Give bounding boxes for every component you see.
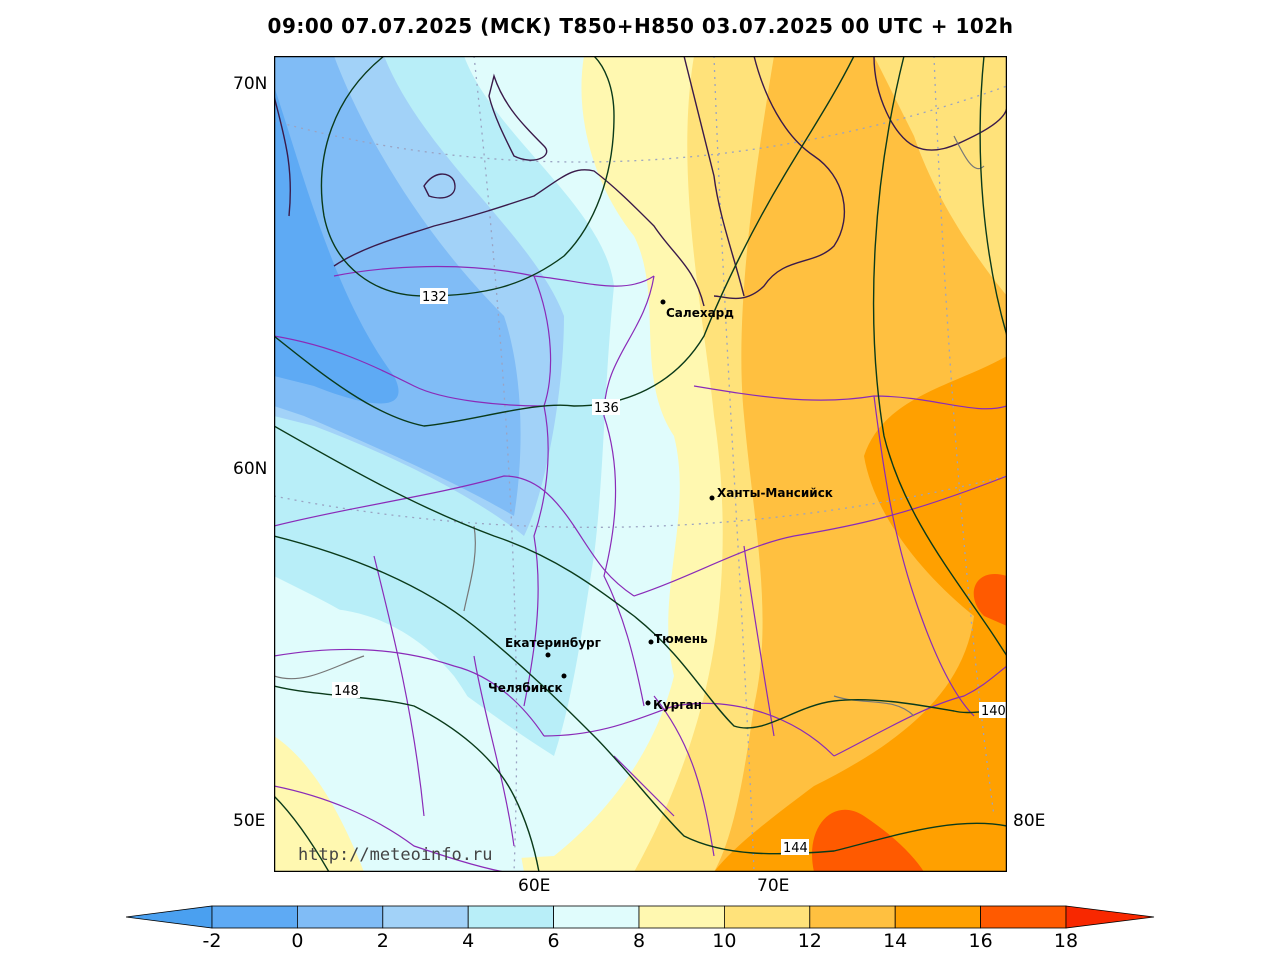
temperature-band-16-18 [812,574,1007,872]
colorbar-cell [553,905,640,929]
colorbar-cell [211,905,298,929]
temperature-band-sw-yellow [274,736,364,872]
city-label-yekaterinburg: Екатеринбург [505,636,601,650]
city-marker-salekhard [660,299,666,305]
colorbar-arrow-right [1065,905,1155,929]
colorbar-cell [467,905,555,929]
city-marker-khanty-mansiysk [709,495,715,501]
map-frame [274,56,1007,872]
temperature-map: 132 136 148 140 144 Салехард Ханты-Манси… [274,56,1007,872]
isohypse-132 [320,56,615,297]
colorbar-cell [980,905,1067,929]
temperature-band-14-16 [714,356,1007,872]
lat-label-70n: 70N [233,74,268,94]
temperature-band-minus2-0 [274,86,399,404]
lat-label-60n: 60N [233,459,268,479]
colorbar-tick-label: 10 [712,930,737,952]
temperature-band-0-2 [274,56,521,516]
colorbar-tick-label: 2 [376,930,389,952]
isohypse-labels: 132 136 148 140 144 [332,288,1007,856]
city-marker-chelyabinsk [561,673,567,679]
isohypse-136 [274,56,855,427]
isohypse-east-2 [979,56,1007,337]
city-label-tyumen: Тюмень [654,632,708,646]
colorbar-tick-label: 18 [1053,930,1079,952]
colorbar-tick-label: 12 [797,930,822,952]
colorbar-tick-label: 14 [883,930,908,952]
isohypse-east [872,56,1007,657]
colorbar-cell [894,905,982,929]
colorbar-cell [724,905,811,929]
isohypse-label-132: 132 [422,290,447,305]
temperature-band-12-14-northeast [874,56,1007,296]
isohypse-label-148: 148 [334,684,359,699]
city-label-salekhard: Салехард [666,306,734,320]
region-borders [274,265,1007,872]
city-label-chelyabinsk: Челябинск [488,681,563,695]
city-marker-tyumen [648,639,654,645]
isohypse-label-144: 144 [783,841,808,856]
colorbar-tick-label: 4 [462,930,475,952]
colorbar-tick-label: 8 [632,930,646,952]
isohypse-144-west [274,535,1007,855]
colorbar-tick-label: -2 [202,930,222,952]
city-label-kurgan: Курган [653,698,702,712]
colorbar [126,905,1155,929]
temperature-band-southwest [274,608,524,872]
isohypse-152 [274,795,330,872]
lon-label-50e: 50E [233,811,266,831]
colorbar-cell [638,905,725,929]
isohypse-label-140: 140 [981,704,1006,719]
lon-label-70e: 70E [757,876,790,896]
cities: Салехард Ханты-Мансийск Екатеринбург Тюм… [488,299,833,712]
coastline [274,56,1007,307]
colorbar-cell [296,905,384,929]
city-marker-yekaterinburg [545,652,551,658]
colorbar-arrow-left [126,905,213,929]
lon-label-80e: 80E [1013,811,1046,831]
map-title: 09:00 07.07.2025 (МСК) T850+H850 03.07.2… [267,14,1014,38]
isohypse-label-136: 136 [594,401,619,416]
colorbar-cell [382,905,469,929]
graticule [274,56,1007,872]
isohypse-140 [274,425,1007,729]
lon-label-60e: 60E [518,876,551,896]
watermark: http://meteoinfo.ru [298,845,493,865]
colorbar-tick-label: 0 [291,930,304,952]
isohypses [274,56,1007,872]
colorbar-tick-label: 16 [968,930,993,952]
colorbar-cell [809,905,896,929]
city-marker-kurgan [645,700,651,706]
colorbar-tick-label: 6 [547,930,560,952]
city-label-khanty-mansiysk: Ханты-Мансийск [717,486,833,500]
